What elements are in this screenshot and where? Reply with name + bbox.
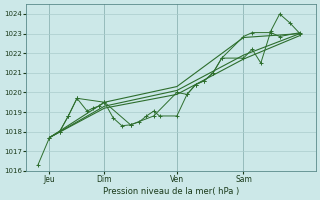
X-axis label: Pression niveau de la mer( hPa ): Pression niveau de la mer( hPa ) [103,187,239,196]
